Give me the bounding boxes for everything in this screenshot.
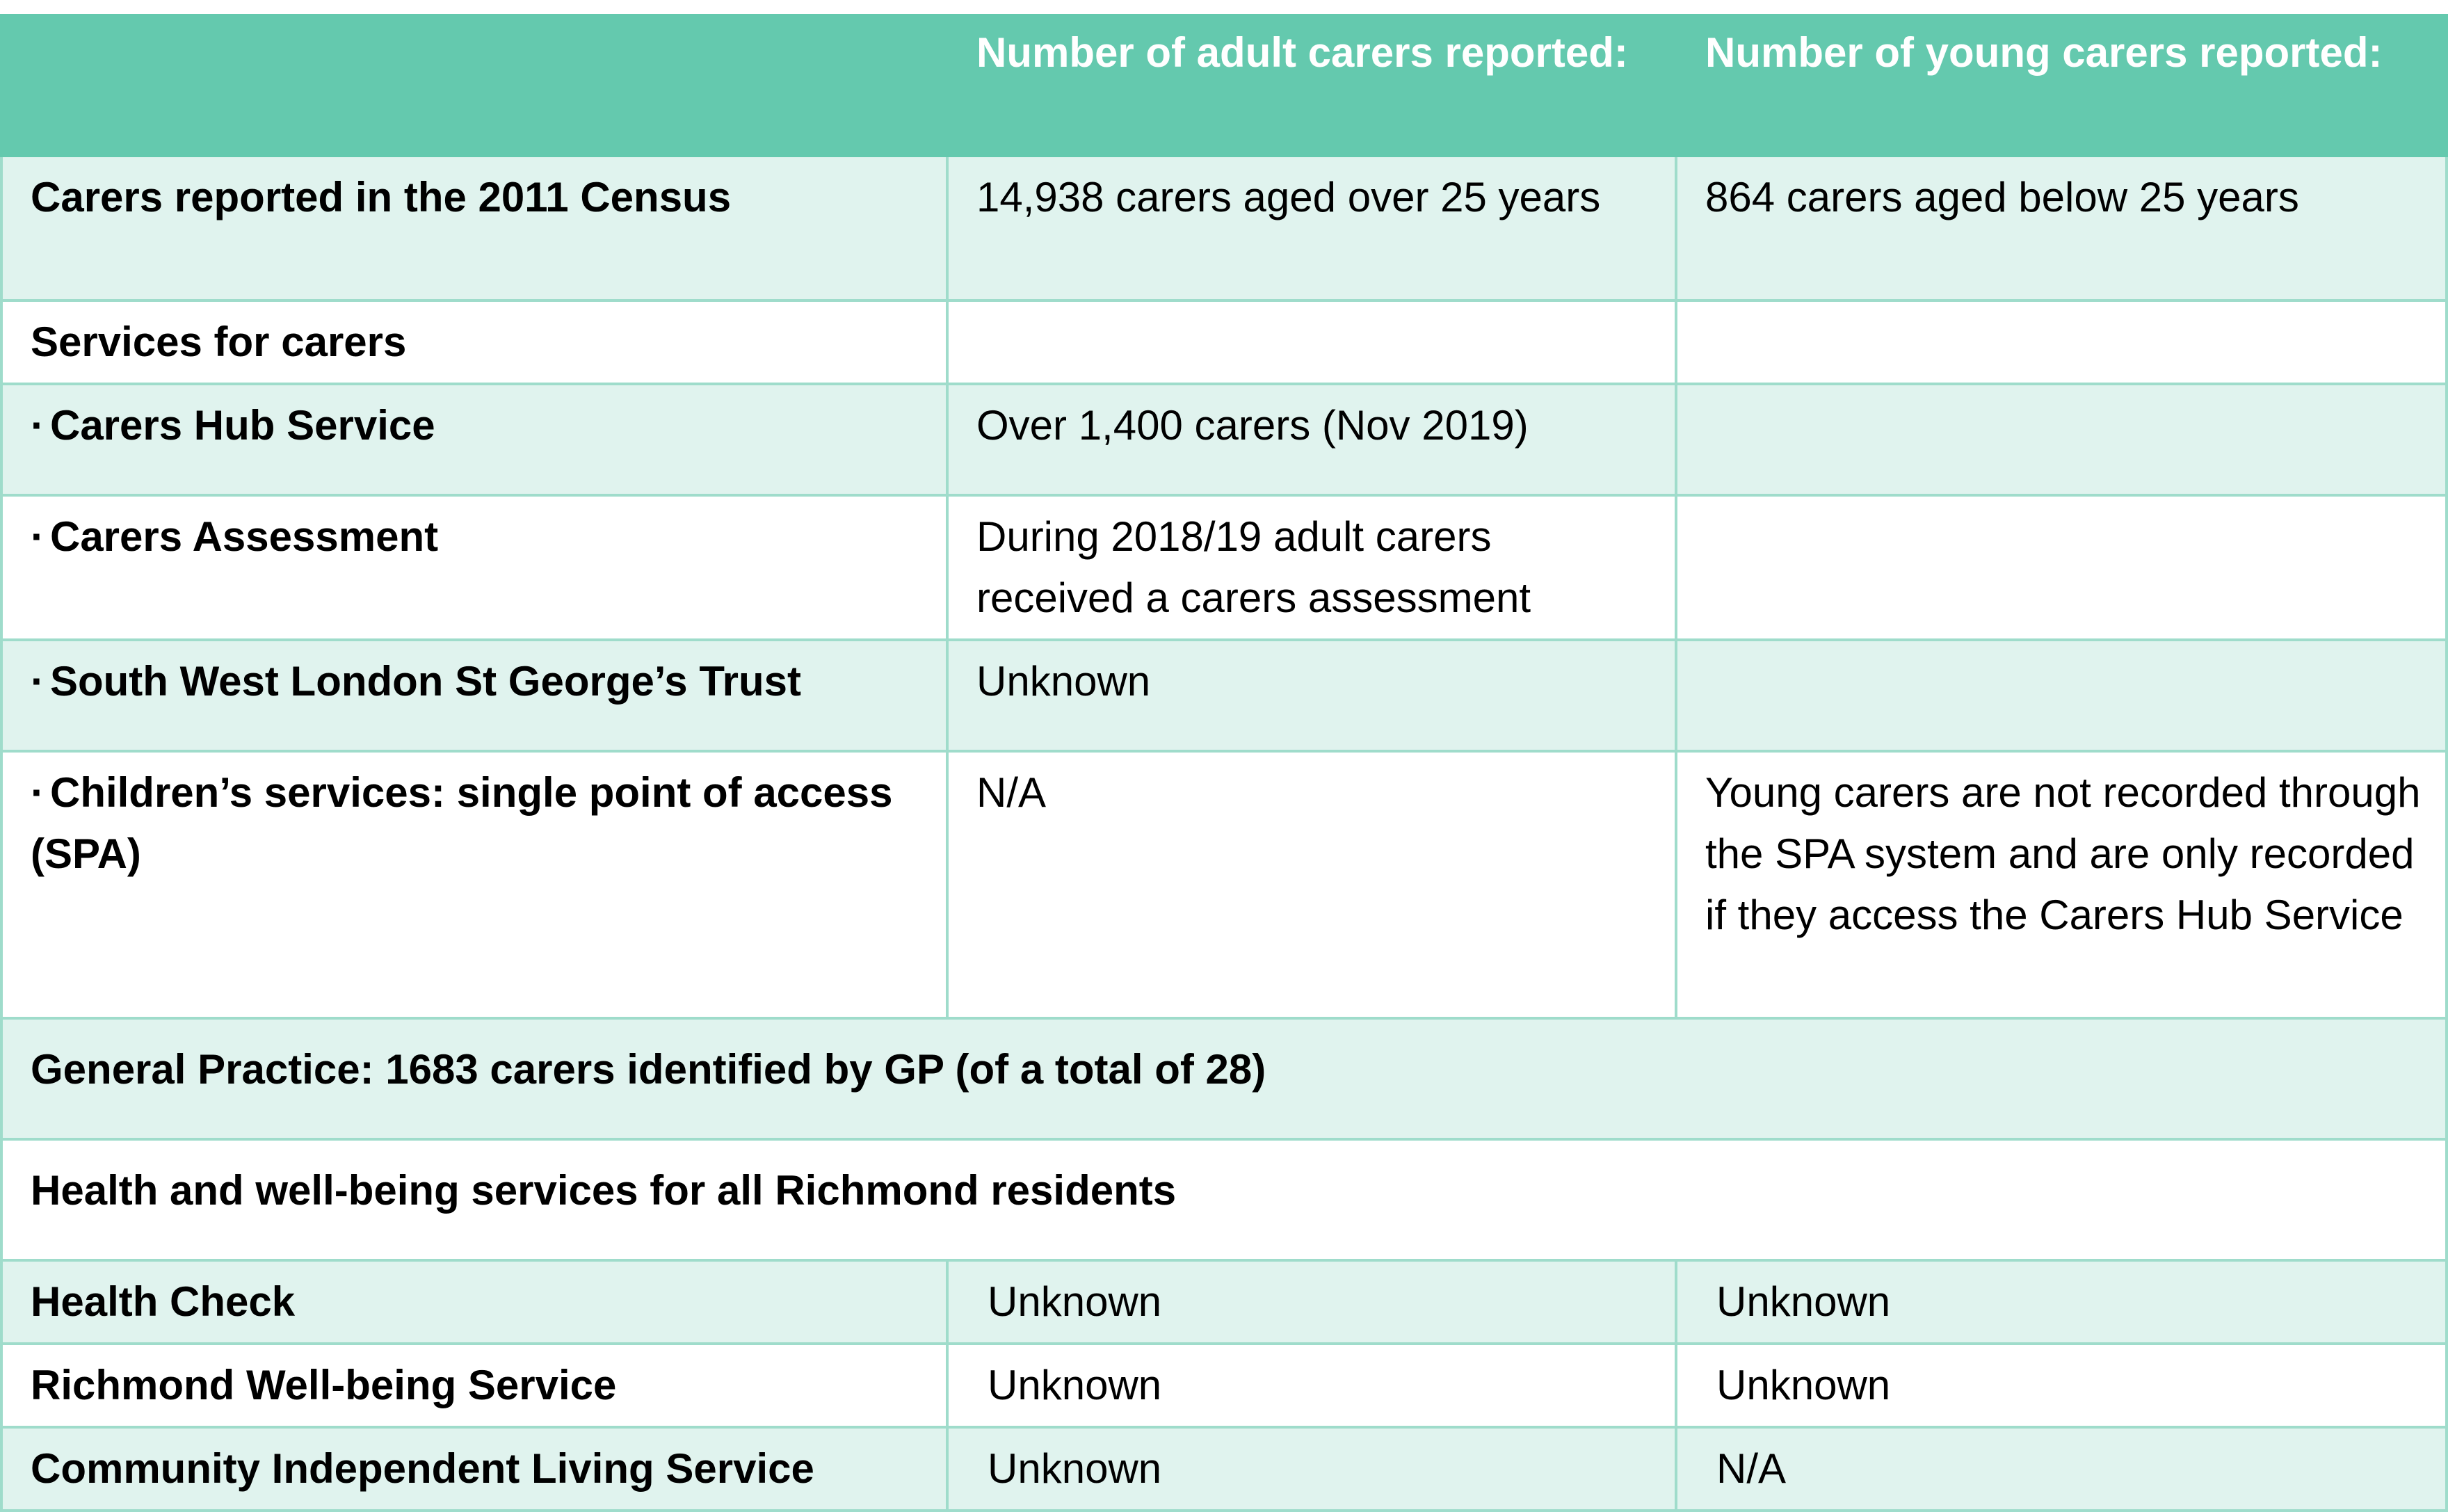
cils-young-value: N/A [1675,1426,2448,1512]
health-wellbeing-heading: Health and well-being services for all R… [0,1138,2448,1262]
table-row-general-practice: General Practice: 1683 carers identified… [0,1017,2448,1141]
carers-table: Number of adult carers reported: Number … [0,14,2448,1512]
childrens-spa-young-value: Young carers are not recorded through th… [1675,750,2448,1020]
bullet-icon: · [31,769,45,816]
wellbeing-service-adult-value: Unknown [946,1342,1677,1429]
carers-hub-cell: · Carers Hub Service [0,383,949,497]
cils-adult-value: Unknown [946,1426,1677,1512]
census-label: Carers reported in the 2011 Census [0,154,949,302]
health-check-young-value: Unknown [1675,1259,2448,1345]
header-row: Number of adult carers reported: Number … [0,14,2448,157]
childrens-spa-cell: · Children’s services: single point of ac… [0,750,949,1020]
census-young-value: 864 carers aged below 25 years [1675,154,2448,302]
table-row-carers-assessment: · Carers Assessment During 2018/19 adult … [0,494,2448,641]
table-row-census: Carers reported in the 2011 Census 14,93… [0,154,2448,302]
bullet-icon: · [31,513,45,560]
st-georges-trust-adult-value: Unknown [946,638,1677,753]
carers-assessment-label: Carers Assessment [49,513,439,560]
table-row-st-georges-trust: · South West London St George’s Trust Unk… [0,638,2448,753]
bullet-icon: · [31,658,45,705]
services-label: Services for carers [0,299,949,385]
table-row-health-check: Health Check Unknown Unknown [0,1259,2448,1345]
carers-assessment-cell: · Carers Assessment [0,494,949,641]
services-young-value [1675,299,2448,385]
childrens-spa-adult-value: N/A [946,750,1677,1020]
health-check-adult-value: Unknown [946,1259,1677,1345]
table-row-services: Services for carers [0,299,2448,385]
st-georges-trust-label: South West London St George’s Trust [49,658,802,705]
carers-hub-adult-value: Over 1,400 carers (Nov 2019) [946,383,1677,497]
header-cell-empty [0,14,949,157]
carers-hub-young-value [1675,383,2448,497]
table-row-wellbeing-service: Richmond Well-being Service Unknown Unkn… [0,1342,2448,1429]
header-young-carers: Number of young carers reported: [1675,14,2448,157]
services-adult-value [946,299,1677,385]
census-adult-value: 14,938 carers aged over 25 years [946,154,1677,302]
cils-label: Community Independent Living Service [0,1426,949,1512]
st-georges-trust-young-value [1675,638,2448,753]
carers-assessment-adult-value: During 2018/19 adult carers received a c… [946,494,1677,641]
header-adult-carers: Number of adult carers reported: [946,14,1677,157]
general-practice-label: General Practice: 1683 carers identified… [0,1017,2448,1141]
table-row-carers-hub: · Carers Hub Service Over 1,400 carers (N… [0,383,2448,497]
childrens-spa-label: Children’s services: single point of acc… [31,769,893,877]
table-row-health-wellbeing-heading: Health and well-being services for all R… [0,1138,2448,1262]
health-check-label: Health Check [0,1259,949,1345]
table-row-childrens-spa: · Children’s services: single point of ac… [0,750,2448,1020]
table-row-cils: Community Independent Living Service Unk… [0,1426,2448,1512]
wellbeing-service-young-value: Unknown [1675,1342,2448,1429]
wellbeing-service-label: Richmond Well-being Service [0,1342,949,1429]
carers-hub-label: Carers Hub Service [49,402,435,449]
bullet-icon: · [31,402,45,449]
st-georges-trust-cell: · South West London St George’s Trust [0,638,949,753]
carers-assessment-young-value [1675,494,2448,641]
